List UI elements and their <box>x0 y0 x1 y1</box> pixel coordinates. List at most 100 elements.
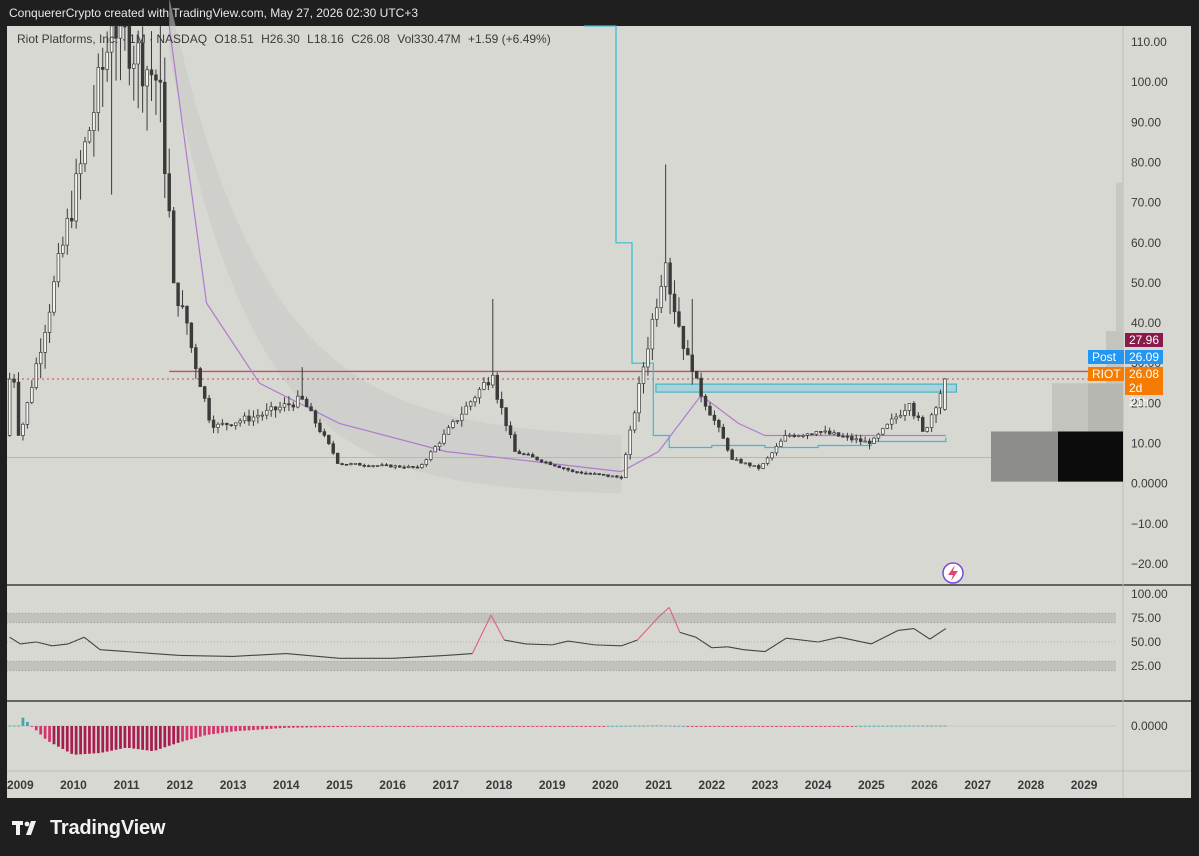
price-axis-strip[interactable] <box>1123 26 1191 798</box>
macd-histogram-bar <box>619 725 623 727</box>
rsi-line-segment <box>100 649 127 653</box>
candle <box>632 412 637 431</box>
candle <box>938 393 943 409</box>
rsi-line-segment <box>897 628 914 632</box>
candle <box>92 112 96 131</box>
macd-histogram-bar <box>389 726 393 727</box>
macd-histogram-bar <box>358 726 362 727</box>
macd-histogram-bar <box>74 726 78 755</box>
candle <box>380 464 384 467</box>
candle <box>872 437 876 444</box>
macd-histogram-bar <box>863 725 867 727</box>
macd-histogram-bar <box>761 726 765 727</box>
macd-histogram-bar <box>158 726 162 749</box>
macd-histogram-bar <box>234 726 238 732</box>
rsi-line-segment <box>711 646 728 649</box>
macd-histogram-bar <box>779 726 783 727</box>
rsi-line-segment <box>153 652 180 656</box>
macd-histogram-bar <box>633 725 637 727</box>
rsi-line-segment <box>83 636 101 651</box>
candle <box>686 348 690 356</box>
macd-histogram-bar <box>176 726 180 743</box>
candle <box>247 415 251 422</box>
candle <box>296 395 300 408</box>
candle <box>553 464 557 467</box>
macd-histogram-bar <box>150 726 153 751</box>
rsi-line-segment <box>568 640 595 646</box>
candle <box>96 67 101 113</box>
resistance-price-tag: 27.96 <box>1125 333 1163 347</box>
candle <box>717 420 721 428</box>
macd-histogram-bar <box>407 726 410 727</box>
macd-histogram-bar <box>872 725 876 727</box>
macd-histogram-bar <box>451 726 455 727</box>
macd-histogram-bar <box>8 725 12 727</box>
candle <box>229 424 234 427</box>
candle <box>304 398 309 408</box>
macd-histogram-bar <box>868 725 871 727</box>
time-axis-label: 2023 <box>752 778 779 792</box>
macd-histogram-bar <box>300 726 304 728</box>
candle <box>233 422 238 426</box>
macd-histogram-bar <box>145 726 149 751</box>
candle <box>158 79 163 83</box>
macd-histogram-bar <box>611 725 614 727</box>
macd-histogram-bar <box>757 726 761 727</box>
macd-histogram-bar <box>668 725 672 727</box>
legend-low: L18.16 <box>307 32 344 46</box>
candle <box>757 465 761 469</box>
candle <box>805 433 810 436</box>
time-axis-label: 2026 <box>911 778 938 792</box>
candle <box>207 398 211 421</box>
tradingview-footer[interactable]: TradingView <box>12 812 165 844</box>
tradingview-brand: TradingView <box>50 816 166 839</box>
macd-histogram-bar <box>265 726 269 730</box>
rsi-line-segment <box>126 651 154 655</box>
rsi-axis-label: 25.00 <box>1131 659 1161 673</box>
candle <box>349 463 353 465</box>
macd-histogram-bar <box>362 726 366 727</box>
candle <box>544 461 548 464</box>
macd-histogram-bar <box>814 726 818 727</box>
macd-histogram-bar <box>478 726 481 727</box>
macd-histogram-bar <box>943 725 947 727</box>
macd-histogram-bar <box>908 725 911 727</box>
candle <box>863 440 867 443</box>
macd-histogram-bar <box>393 726 397 727</box>
post-market-price-tag: 26.09 <box>1125 350 1163 364</box>
candle <box>300 395 304 400</box>
rsi-line-segment <box>743 649 765 653</box>
macd-histogram-bar <box>349 726 353 727</box>
candle <box>331 443 335 454</box>
rsi-line-segment <box>727 646 744 651</box>
price-axis-label: 80.00 <box>1131 155 1161 169</box>
rsi-line-segment <box>67 636 85 645</box>
rsi-axis-label: 100.00 <box>1131 587 1168 601</box>
candle <box>460 413 464 421</box>
macd-axis-label: 0.0000 <box>1131 719 1168 733</box>
macd-histogram-bar <box>491 726 495 727</box>
candle <box>171 210 176 284</box>
macd-histogram-bar <box>575 726 579 727</box>
rsi-line-segment <box>818 636 840 643</box>
macd-histogram-bar <box>154 726 158 751</box>
macd-histogram-bar <box>890 725 894 727</box>
macd-histogram-bar <box>79 726 82 755</box>
volume-profile-block <box>991 431 1058 482</box>
candle <box>411 465 415 468</box>
macd-histogram-bar <box>367 726 371 727</box>
candle <box>397 465 402 468</box>
candle <box>646 348 650 368</box>
rsi-oversold-band <box>7 661 1116 671</box>
rsi-line-segment <box>636 616 659 641</box>
macd-histogram-bar <box>655 725 659 727</box>
price-axis-label: 50.00 <box>1131 276 1161 290</box>
macd-histogram-bar <box>566 726 570 727</box>
candle <box>446 427 451 435</box>
candle <box>225 422 229 426</box>
legend-volume: Vol330.47M <box>397 32 461 46</box>
rsi-line-segment <box>764 637 787 653</box>
candle <box>118 25 123 39</box>
macd-histogram-bar <box>88 726 91 754</box>
macd-histogram-bar <box>43 726 47 739</box>
